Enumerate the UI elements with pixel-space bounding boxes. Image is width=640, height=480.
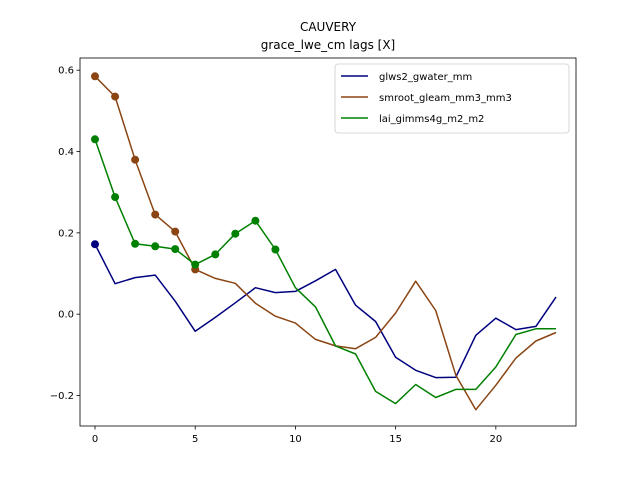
series-line-glws2-gwater-mm bbox=[94, 243, 557, 379]
data-point-lai-gimms4g-m2-m2 bbox=[191, 260, 200, 269]
data-point-lai-gimms4g-m2-m2 bbox=[171, 245, 180, 254]
x-tick-label: 0 bbox=[92, 434, 98, 445]
data-point-lai-gimms4g-m2-m2 bbox=[251, 216, 260, 225]
data-point-smroot-gleam-mm3-mm3 bbox=[111, 92, 120, 101]
data-point-lai-gimms4g-m2-m2 bbox=[231, 229, 240, 238]
data-point-smroot-gleam-mm3-mm3 bbox=[151, 210, 160, 219]
chart-title: CAUVERY bbox=[300, 20, 357, 34]
data-point-lai-gimms4g-m2-m2 bbox=[131, 239, 140, 248]
legend: glws2_gwater_mm smroot_gleam_mm3_mm3 lai_g… bbox=[334, 63, 570, 134]
legend-box bbox=[334, 63, 570, 134]
x-tick-label: 15 bbox=[389, 434, 402, 445]
plot-area bbox=[91, 72, 557, 411]
y-axis: −0.2 0.0 0.2 0.4 0.6 bbox=[50, 66, 80, 402]
y-tick-label: 0.0 bbox=[58, 310, 74, 321]
x-axis: 0 5 10 15 20 bbox=[92, 426, 502, 445]
data-point-smroot-gleam-mm3-mm3 bbox=[171, 227, 180, 236]
x-tick-label: 5 bbox=[192, 434, 198, 445]
data-point-lai-gimms4g-m2-m2 bbox=[111, 193, 120, 202]
x-tick-label: 10 bbox=[289, 434, 302, 445]
data-point-smroot-gleam-mm3-mm3 bbox=[91, 72, 99, 81]
axes-frame bbox=[79, 57, 577, 427]
legend-label: glws2_gwater_mm bbox=[379, 72, 472, 83]
data-point-lai-gimms4g-m2-m2 bbox=[91, 135, 99, 144]
data-point-glws2-gwater-mm bbox=[91, 240, 99, 249]
y-tick-label: 0.6 bbox=[58, 66, 74, 77]
x-tick-label: 20 bbox=[489, 434, 502, 445]
legend-label: smroot_gleam_mm3_mm3 bbox=[379, 93, 512, 104]
y-tick-label: −0.2 bbox=[50, 391, 74, 402]
y-tick-label: 0.2 bbox=[58, 228, 74, 239]
data-point-lai-gimms4g-m2-m2 bbox=[211, 250, 220, 259]
chart-subtitle: grace_lwe_cm lags [X] bbox=[261, 38, 395, 52]
series-line-smroot-gleam-mm3-mm3 bbox=[94, 75, 557, 411]
data-point-lai-gimms4g-m2-m2 bbox=[151, 242, 160, 251]
data-point-lai-gimms4g-m2-m2 bbox=[271, 245, 280, 254]
legend-label: lai_gimms4g_m2_m2 bbox=[379, 114, 484, 125]
data-point-smroot-gleam-mm3-mm3 bbox=[131, 155, 140, 164]
y-tick-label: 0.4 bbox=[58, 147, 74, 158]
